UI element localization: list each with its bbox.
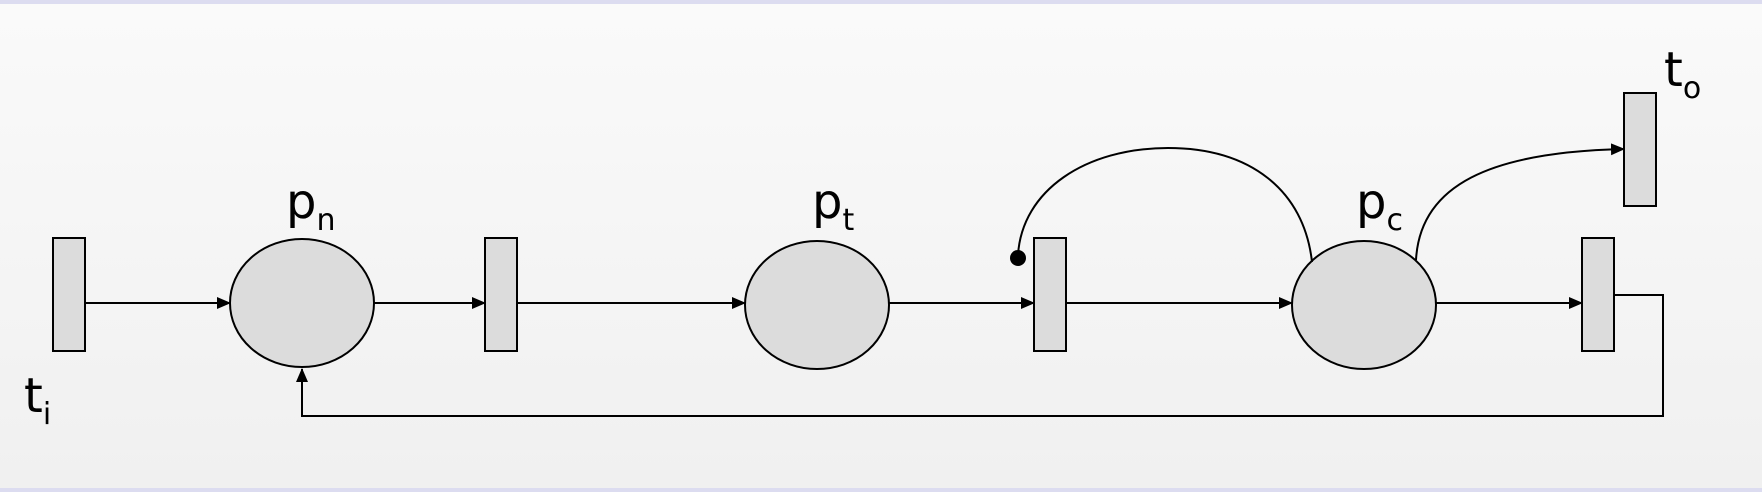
label-p-n: pn xyxy=(286,174,335,238)
label-p-t: pt xyxy=(812,174,854,238)
place-p-n xyxy=(229,238,375,368)
place-p-c xyxy=(1291,240,1437,370)
transition-t-2 xyxy=(1033,237,1067,352)
label-t-o: to xyxy=(1664,42,1701,106)
place-p-t xyxy=(744,240,890,370)
transition-t-i xyxy=(52,237,86,352)
transition-t-o xyxy=(1623,92,1657,207)
arc-pc-to xyxy=(1415,143,1625,261)
arc-t3-pn-feedback xyxy=(296,294,1664,417)
transition-t-3 xyxy=(1581,237,1615,352)
label-p-c: pc xyxy=(1356,174,1403,238)
inhibitor-dot xyxy=(1010,250,1026,266)
label-t-i: ti xyxy=(24,368,51,432)
transition-t-1 xyxy=(484,237,518,352)
arc-pc-t2-inhibitor xyxy=(1017,146,1313,263)
